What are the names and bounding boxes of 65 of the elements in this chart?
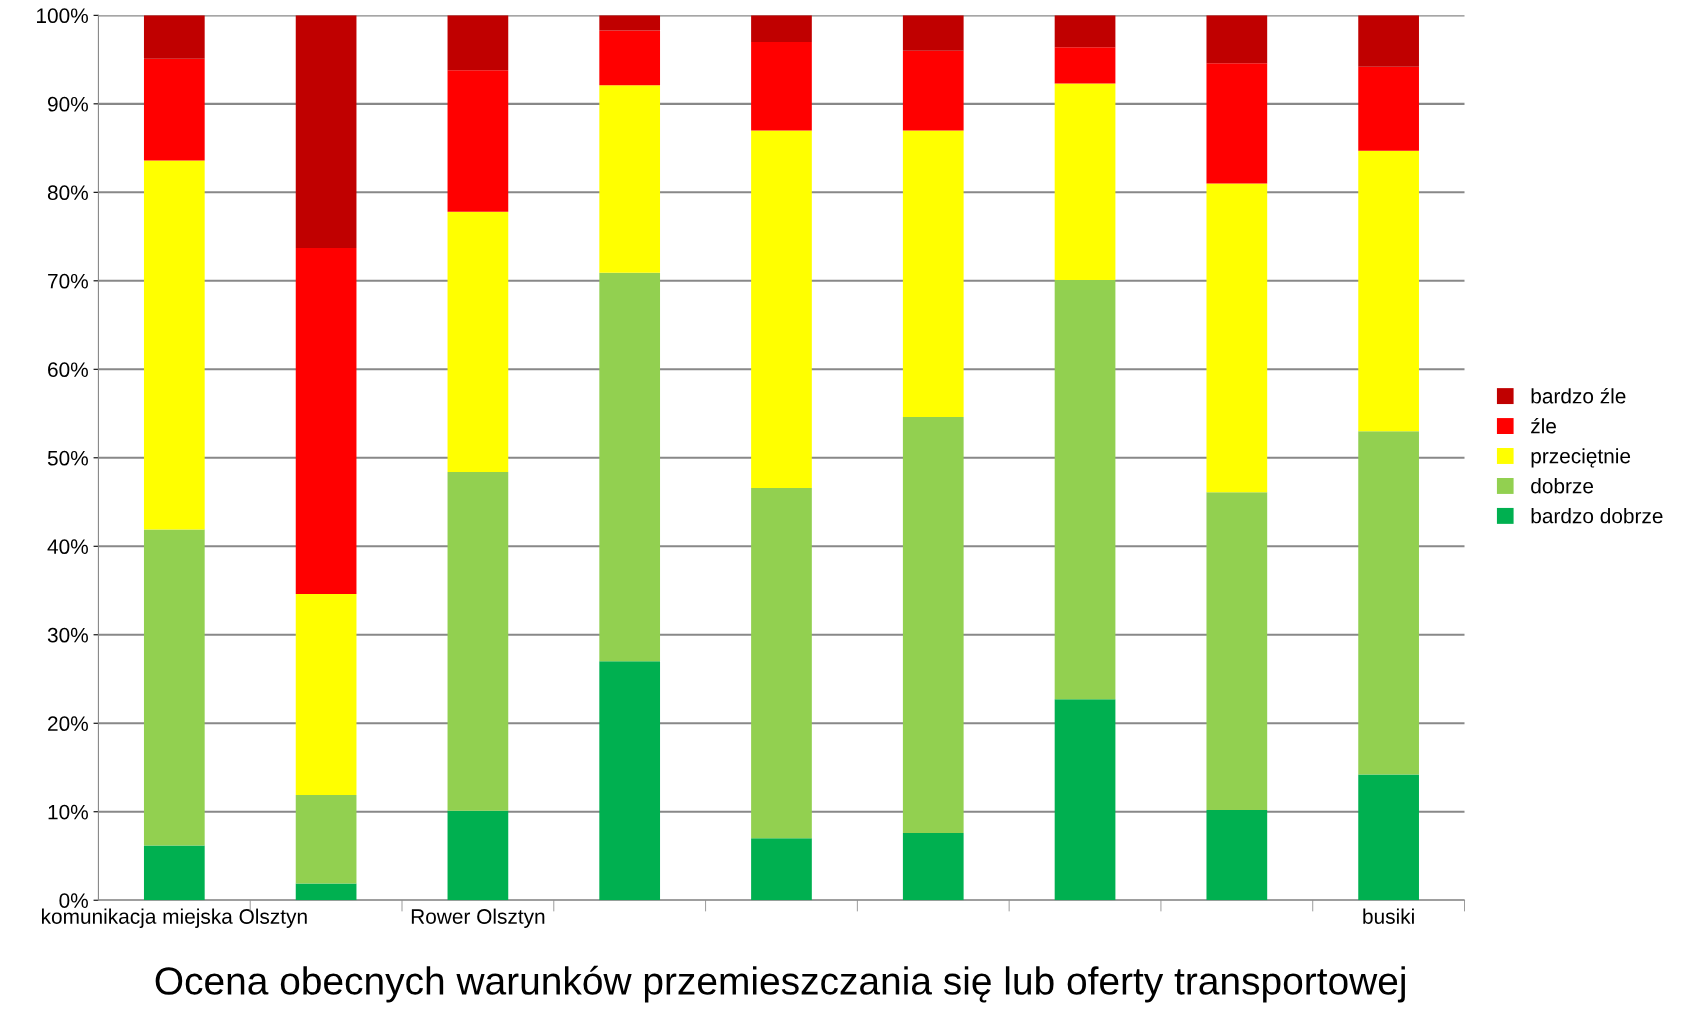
bar [1206,809,1268,901]
bar [902,832,964,901]
y-tick-label: 100% [37,8,88,24]
x-tick-label: busiki [1363,908,1414,924]
bar [1206,492,1268,810]
bar [599,661,661,901]
bar [1358,66,1419,151]
bar [599,30,661,86]
y-tick-label: 40% [47,539,88,555]
bar [1358,774,1419,901]
bar [751,487,812,839]
bar [902,50,964,131]
legend-label: bardzo źle [1531,387,1626,404]
bar [447,471,509,811]
legend-label: bardzo dobrze [1531,508,1663,524]
y-tick-label: 50% [47,450,88,466]
bar [447,211,509,472]
bar [143,58,205,161]
bar [447,70,509,212]
bar [1358,15,1419,67]
bar [143,845,205,901]
y-tick-label: 80% [47,185,88,201]
bar [1054,83,1116,280]
bar [1206,15,1268,64]
bar [1054,279,1116,700]
bar [447,15,509,71]
bar [295,594,357,795]
bar [1054,15,1116,48]
bar [1358,431,1419,775]
bar [1054,699,1116,901]
bar [1206,63,1268,184]
x-tick-label: komunikacja miejska Olsztyn [42,908,307,928]
bar [599,272,661,662]
bar [751,838,812,901]
bar [1358,150,1419,432]
x-tick-label: Rower Olsztyn [411,908,545,928]
bar [295,794,357,884]
bar [295,883,357,901]
bar [295,15,357,249]
text: Ocena obecnych warunków przemieszczania się lub oferty transportowej [155,965,1405,1003]
bar [902,130,964,418]
bar [751,15,812,42]
legend-label: dobrze [1531,478,1594,494]
bar [599,85,661,273]
y-tick-label: 70% [48,273,88,289]
legend-label: źle [1531,417,1556,434]
y-tick-label: 20% [48,716,88,732]
bar [1054,47,1116,84]
y-tick-label: 60% [48,362,88,378]
bar [751,41,812,131]
bar [143,529,205,846]
bar [143,15,205,59]
bar [751,130,812,488]
bar [295,248,357,595]
bar [902,417,964,833]
bar [599,15,661,31]
y-tick-label: 0% [59,893,88,908]
y-tick-label: 30% [47,627,88,643]
bar [143,160,205,530]
y-tick-label: 10% [48,804,88,820]
bar [1206,183,1268,493]
legend-label: przeciętnie [1531,448,1631,468]
y-tick-label: 90% [47,96,88,112]
bar [447,810,509,901]
bar [902,15,964,51]
